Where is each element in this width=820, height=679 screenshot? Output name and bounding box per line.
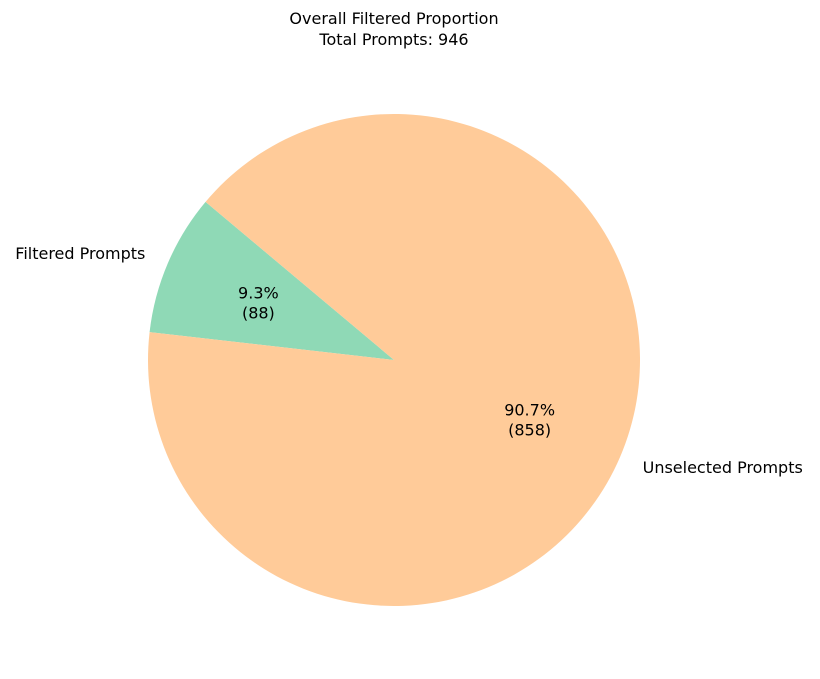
pie-slice-0 <box>149 201 394 360</box>
slice-percent-0: 9.3% <box>238 284 279 303</box>
slice-label-1: Unselected Prompts <box>643 458 803 477</box>
chart-title: Overall Filtered Proportion <box>289 9 498 28</box>
pie-slice-1 <box>148 113 641 606</box>
chart-subtitle: Total Prompts: 946 <box>318 30 468 49</box>
pie-labels: Filtered Prompts 9.3%(88) Unselected Promp… <box>15 244 803 477</box>
slice-percent-1: 90.7% <box>504 400 555 419</box>
slice-count-0: (88) <box>242 304 275 323</box>
pie-slices <box>148 113 641 606</box>
slice-count-1: (858) <box>508 420 551 439</box>
slice-label-0: Filtered Prompts <box>15 244 145 263</box>
